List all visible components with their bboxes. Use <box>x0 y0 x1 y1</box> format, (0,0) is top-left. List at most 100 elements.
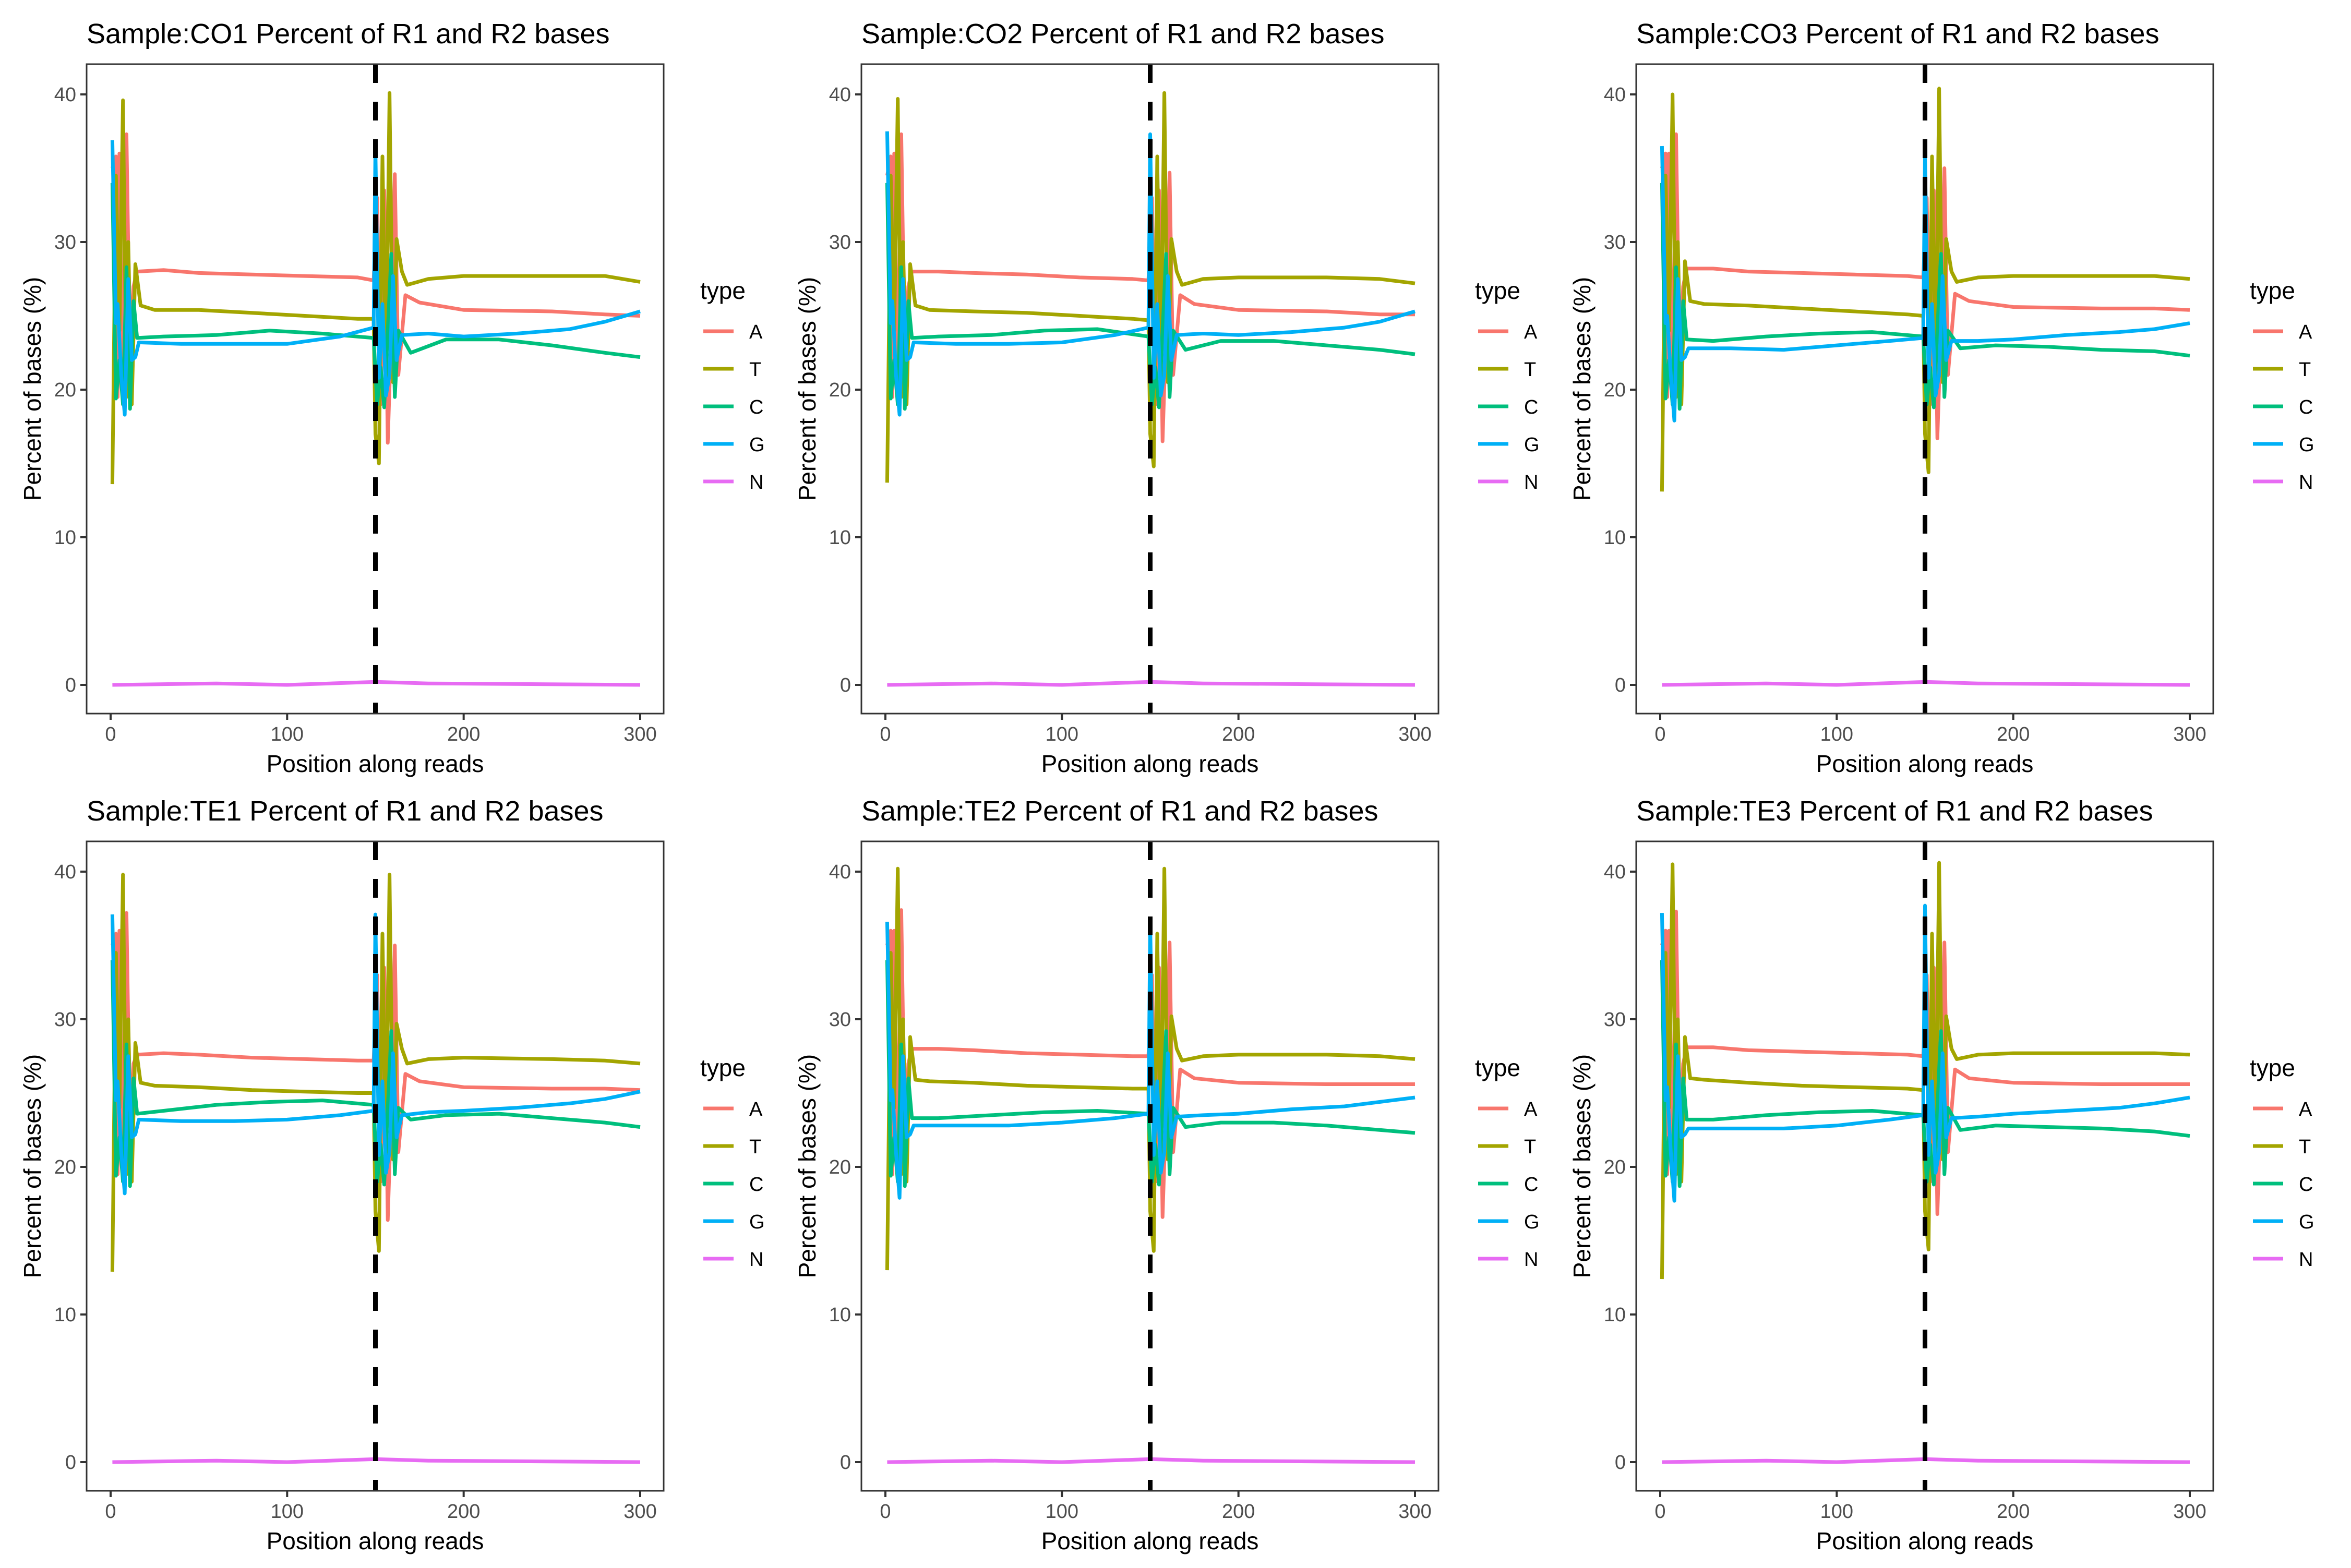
x-tick-label: 200 <box>447 723 480 745</box>
legend-label-A: A <box>749 1099 763 1120</box>
x-axis-title: Position along reads <box>1816 750 2034 777</box>
y-tick-label: 20 <box>829 1156 851 1178</box>
legend-label-N: N <box>749 472 763 493</box>
chart-panel-5: Sample:TE2 Percent of R1 and R2 bases 0 10… <box>794 795 1540 1554</box>
y-tick-label: 20 <box>1604 1156 1626 1178</box>
y-tick-label: 0 <box>65 1452 76 1474</box>
x-tick-label: 300 <box>1398 1501 1431 1523</box>
series-line-N <box>1662 1457 2190 1464</box>
y-tick-label: 40 <box>1604 84 1626 106</box>
y-axis-title: Percent of bases (%) <box>1568 1054 1596 1278</box>
x-axis-title: Position along reads <box>267 1527 484 1554</box>
x-tick-label: 0 <box>880 1501 891 1523</box>
chart-title: Sample:CO1 Percent of R1 and R2 bases <box>87 18 610 50</box>
legend-label-T: T <box>2299 359 2311 381</box>
x-tick-label: 0 <box>1654 723 1665 745</box>
x-axis-title: Position along reads <box>1041 750 1259 777</box>
series-line-G <box>110 140 641 417</box>
y-tick-label: 0 <box>65 674 76 696</box>
legend-label-A: A <box>1524 1099 1538 1120</box>
legend-label-C: C <box>2299 1174 2313 1196</box>
y-tick-label: 40 <box>54 84 76 106</box>
legend-label-N: N <box>2299 1249 2313 1271</box>
y-axis-title: Percent of bases (%) <box>794 1054 821 1278</box>
y-tick-label: 30 <box>1604 232 1626 254</box>
legend-label-T: T <box>1524 359 1536 381</box>
x-tick-label: 0 <box>880 723 891 745</box>
legend-title: type <box>700 1054 746 1081</box>
y-tick-label: 40 <box>1604 861 1626 883</box>
legend-label-T: T <box>2299 1136 2311 1158</box>
x-tick-label: 100 <box>1046 1501 1078 1523</box>
y-tick-label: 30 <box>54 232 76 254</box>
legend-title: type <box>700 277 746 304</box>
y-tick-label: 30 <box>54 1009 76 1031</box>
y-tick-label: 20 <box>1604 379 1626 401</box>
y-tick-label: 10 <box>829 1304 851 1326</box>
legend-label-G: G <box>2299 1211 2314 1233</box>
series-line-G <box>110 912 641 1196</box>
y-tick-label: 20 <box>54 1156 76 1178</box>
y-tick-label: 0 <box>840 1452 851 1474</box>
chart-panel-4: Sample:TE1 Percent of R1 and R2 bases 0 10… <box>19 795 765 1554</box>
y-tick-label: 10 <box>829 527 851 549</box>
legend-label-C: C <box>1524 396 1538 418</box>
x-tick-label: 200 <box>1222 1501 1255 1523</box>
legend-title: type <box>2250 277 2295 304</box>
x-axis-title: Position along reads <box>267 750 484 777</box>
y-axis-title: Percent of bases (%) <box>794 277 821 501</box>
x-tick-label: 300 <box>623 1501 656 1523</box>
series-line-N <box>887 680 1416 687</box>
series-line-N <box>112 1457 641 1464</box>
legend-label-T: T <box>749 359 761 381</box>
legend-label-T: T <box>749 1136 761 1158</box>
legend-title: type <box>2250 1054 2295 1081</box>
legend-title: type <box>1475 277 1520 304</box>
x-tick-label: 100 <box>271 1501 304 1523</box>
y-tick-label: 30 <box>829 1009 851 1031</box>
x-tick-label: 100 <box>271 723 304 745</box>
y-tick-label: 10 <box>54 1304 76 1326</box>
legend-label-C: C <box>2299 396 2313 418</box>
x-axis-title: Position along reads <box>1816 1527 2034 1554</box>
chart-panel-6: Sample:TE3 Percent of R1 and R2 bases 0 10… <box>1568 795 2314 1554</box>
x-axis-title: Position along reads <box>1041 1527 1259 1554</box>
series-line-G <box>885 920 1416 1200</box>
y-tick-label: 30 <box>1604 1009 1626 1031</box>
legend-label-G: G <box>2299 434 2314 456</box>
series-line-N <box>112 680 641 687</box>
x-tick-label: 0 <box>1654 1501 1665 1523</box>
chart-title: Sample:CO2 Percent of R1 and R2 bases <box>861 18 1385 50</box>
series-group <box>1660 87 2190 687</box>
series-line-N <box>887 1457 1416 1464</box>
legend-label-G: G <box>1524 1211 1540 1233</box>
y-axis-title: Percent of bases (%) <box>1568 277 1596 501</box>
legend-label-G: G <box>749 434 765 456</box>
x-tick-label: 100 <box>1820 723 1853 745</box>
x-tick-label: 300 <box>2173 1501 2206 1523</box>
x-tick-label: 200 <box>1997 723 2030 745</box>
x-tick-label: 0 <box>105 723 116 745</box>
legend-label-A: A <box>1524 321 1538 343</box>
legend-label-N: N <box>1524 1249 1538 1271</box>
y-axis-title: Percent of bases (%) <box>19 277 46 501</box>
chart-panel-2: Sample:CO2 Percent of R1 and R2 bases 0 10… <box>794 18 1540 777</box>
legend-label-C: C <box>749 396 763 418</box>
y-tick-label: 40 <box>829 861 851 883</box>
chart-panel-1: Sample:CO1 Percent of R1 and R2 bases 0 10… <box>19 18 765 777</box>
chart-title: Sample:TE1 Percent of R1 and R2 bases <box>87 795 604 827</box>
chart-title: Sample:TE2 Percent of R1 and R2 bases <box>861 795 1378 827</box>
y-tick-label: 40 <box>829 84 851 106</box>
y-tick-label: 0 <box>1615 674 1626 696</box>
x-tick-label: 300 <box>2173 723 2206 745</box>
series-line-G <box>1660 146 2190 423</box>
x-tick-label: 200 <box>1222 723 1255 745</box>
y-axis-title: Percent of bases (%) <box>19 1054 46 1278</box>
